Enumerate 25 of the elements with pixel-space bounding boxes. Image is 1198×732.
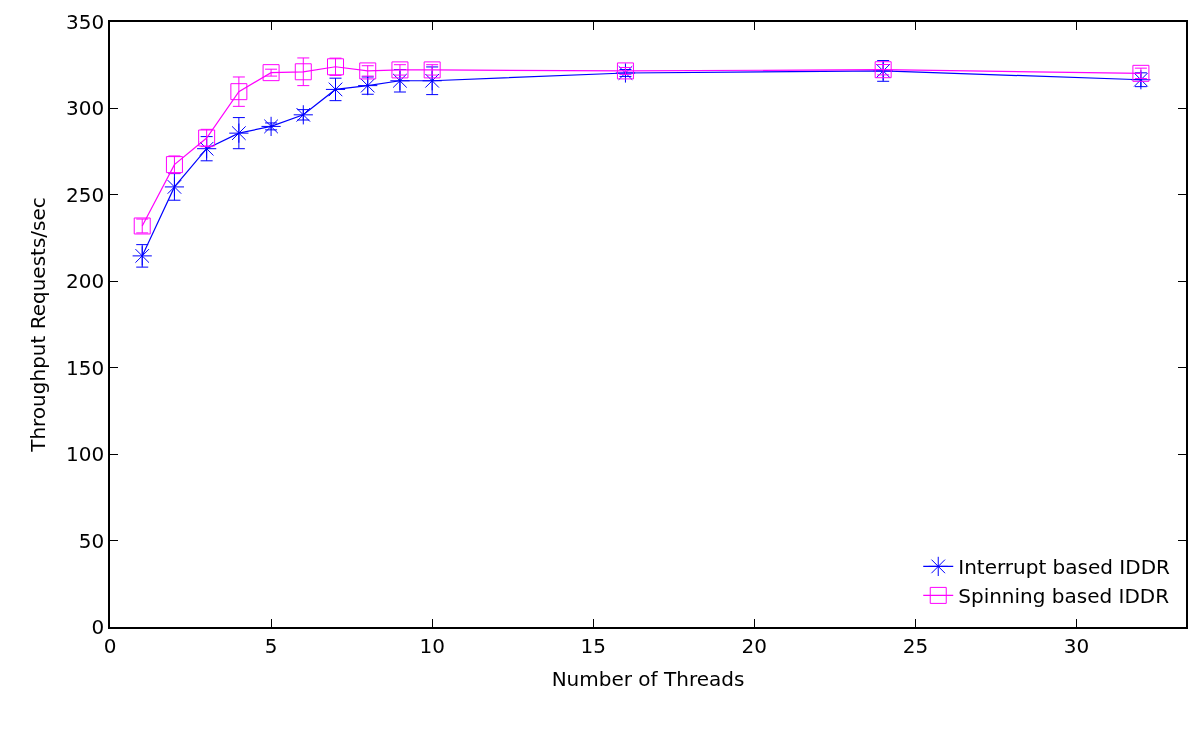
- y-tick-label: 300: [66, 96, 105, 121]
- x-tick-label: 25: [902, 633, 929, 658]
- x-tick-label: 10: [419, 633, 445, 658]
- legend-label: Spinning based IDDR: [958, 584, 1170, 609]
- point: [262, 64, 280, 82]
- point: [132, 245, 153, 266]
- point: [230, 83, 248, 101]
- y-tick-label: 0: [91, 615, 105, 639]
- y-tick-label: 350: [66, 10, 105, 34]
- x-tick-label: 30: [1063, 633, 1090, 658]
- point: [293, 104, 314, 125]
- point: [228, 123, 249, 144]
- point: [260, 116, 282, 137]
- y-axis-title: Throughput Requests/sec: [26, 197, 51, 453]
- x-tick-label: 5: [264, 633, 278, 658]
- y-tick-label: 250: [66, 182, 105, 207]
- legend-label: Interrupt based IDDR: [958, 555, 1171, 580]
- x-axis-title: Number of Threads: [551, 666, 745, 691]
- y-tick-label: 200: [66, 269, 105, 294]
- y-tick-label: 150: [66, 355, 105, 380]
- x-tick-label: 20: [741, 633, 768, 658]
- point: [294, 63, 312, 81]
- x-tick-label: 15: [580, 633, 606, 658]
- y-tick-label: 100: [66, 442, 105, 467]
- y-tick-label: 50: [78, 528, 105, 553]
